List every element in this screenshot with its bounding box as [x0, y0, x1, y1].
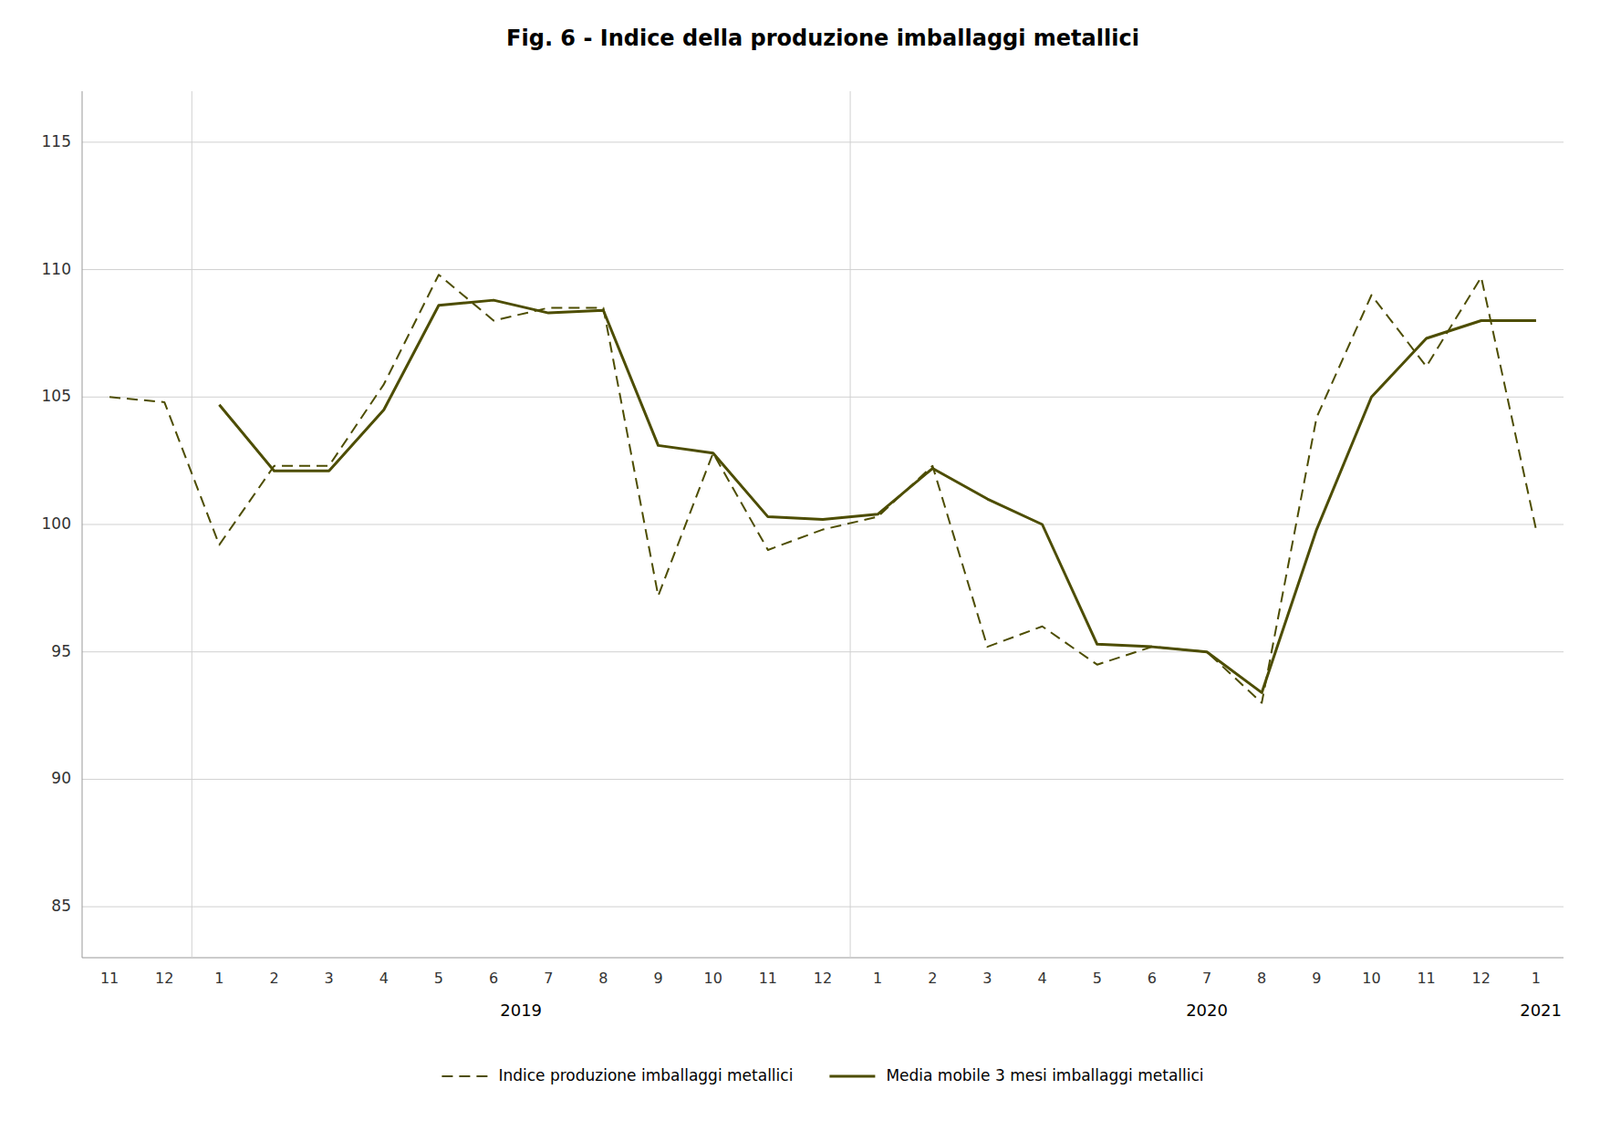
x-tick-label: 3: [324, 969, 334, 988]
grid-line: [82, 141, 1564, 143]
x-tick-label: 5: [434, 969, 444, 988]
x-tick-label: 4: [379, 969, 389, 988]
x-tick-label: 1: [214, 969, 224, 988]
series-line: [218, 300, 1537, 693]
year-separator: [191, 91, 193, 958]
x-tick-label: 10: [1361, 969, 1381, 988]
grid-line: [82, 269, 1564, 271]
x-tick-label: 2: [927, 969, 937, 988]
legend-label: Indice produzione imballaggi metallici: [498, 1066, 793, 1085]
x-tick-label: 11: [758, 969, 778, 988]
y-tick-label: 105: [41, 386, 72, 406]
y-tick-label: 90: [51, 768, 72, 788]
year-label: 2021: [1519, 1000, 1562, 1020]
y-axis: 85 90 95 100 105 110 115: [41, 91, 1564, 958]
year-label: 2020: [1185, 1000, 1228, 1020]
y-tick-label: 85: [51, 896, 72, 915]
chart: Fig. 6 - Indice della produzione imballa…: [0, 0, 1600, 1131]
x-tick-label: 1: [1531, 969, 1541, 988]
x-tick-label: 4: [1037, 969, 1047, 988]
legend-item: Media mobile 3 mesi imballaggi metallici: [829, 1066, 1204, 1085]
x-tick-label: 11: [100, 969, 119, 988]
series-line: [109, 274, 1537, 703]
legend-item: Indice produzione imballaggi metallici: [441, 1066, 793, 1085]
x-tick-label: 10: [704, 969, 723, 988]
background: [0, 0, 1600, 1131]
y-tick-label: 110: [41, 259, 72, 279]
x-tick-label: 6: [488, 969, 499, 988]
y-tick-label: 95: [51, 642, 72, 661]
grid-line: [82, 396, 1564, 398]
x-tick-label: 6: [1147, 969, 1157, 988]
y-tick-label: 115: [41, 132, 72, 151]
legend-swatch: [829, 1075, 875, 1079]
x-tick-label: 7: [1202, 969, 1212, 988]
x-tick-label: 8: [1257, 969, 1267, 988]
y-axis-line: [82, 91, 84, 958]
title: Fig. 6 - Indice della produzione imballa…: [506, 25, 1140, 52]
x-axis-line: [82, 957, 1564, 959]
x-tick-label: 11: [1416, 969, 1435, 988]
x-tick-label: 7: [543, 969, 553, 988]
x-tick-label: 12: [813, 969, 832, 988]
grid-line: [82, 651, 1564, 653]
x-tick-label: 9: [653, 969, 663, 988]
lines: [109, 274, 1537, 703]
x-axis: 11121234567891011121234567891011121: [100, 969, 1541, 988]
legend: Indice produzione imballaggi metallici Me…: [441, 1066, 1204, 1085]
grid-line: [82, 524, 1564, 526]
x-tick-label: 8: [598, 969, 608, 988]
x-tick-label: 12: [1472, 969, 1491, 988]
x-tick-label: 5: [1092, 969, 1102, 988]
grid-line: [82, 779, 1564, 780]
legend-swatch: [441, 1075, 488, 1078]
x-tick-label: 12: [155, 969, 174, 988]
legend-label: Media mobile 3 mesi imballaggi metallici: [885, 1066, 1204, 1085]
x-tick-label: 2: [269, 969, 279, 988]
year-label: 2019: [499, 1000, 542, 1020]
grid-line: [82, 906, 1564, 908]
x-tick-label: 1: [872, 969, 883, 988]
x-tick-label: 9: [1311, 969, 1321, 988]
year-separator: [850, 91, 852, 958]
x-tick-label: 3: [982, 969, 992, 988]
y-tick-label: 100: [41, 514, 72, 533]
